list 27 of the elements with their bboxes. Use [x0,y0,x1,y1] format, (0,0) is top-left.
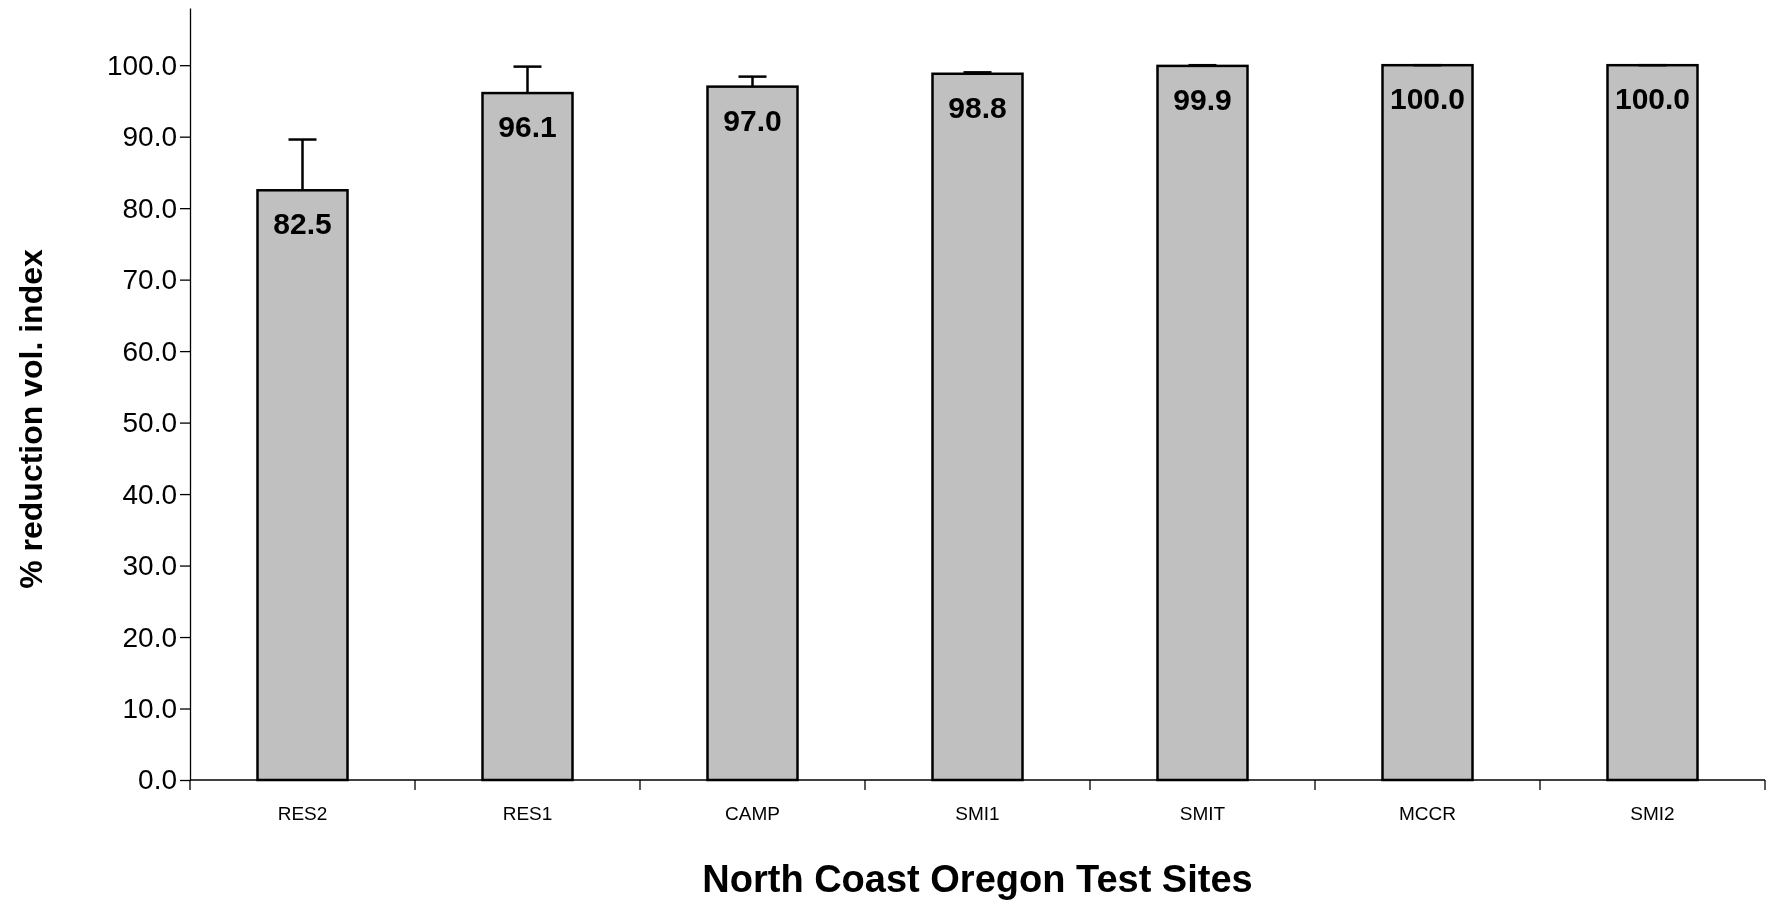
x-tick-label: RES1 [502,803,553,824]
x-axis-title: North Coast Oregon Test Sites [702,858,1253,900]
y-axis-title: % reduction vol. index [13,248,49,589]
data-label: 100.0 [1614,82,1691,116]
y-tick-label: 70.0 [122,264,177,296]
x-tick-label: SMI1 [955,803,1000,824]
data-label: 97.0 [723,103,782,137]
data-label: 99.9 [1173,82,1232,116]
y-tick-label: 50.0 [122,407,177,439]
data-label: 98.8 [948,90,1007,124]
x-tick-label: MCCR [1399,803,1456,824]
x-tick-label: RES2 [277,803,328,824]
data-label: 100.0 [1389,82,1466,116]
y-tick-label: 0.0 [138,764,177,796]
x-tick-label: SMI2 [1630,803,1675,824]
x-tick-label: SMIT [1179,803,1226,824]
x-tick-label: CAMP [725,803,780,824]
y-tick-label: 80.0 [122,192,177,224]
y-tick-label: 60.0 [122,335,177,367]
y-tick-label: 10.0 [122,692,177,724]
y-tick-label: 40.0 [122,478,177,510]
y-tick-label: 90.0 [122,121,177,153]
y-tick-label: 100.0 [106,49,177,81]
y-tick-label: 30.0 [122,550,177,582]
data-label: 82.5 [273,207,332,241]
data-label: 96.1 [498,110,557,144]
y-tick-label: 20.0 [122,621,177,653]
